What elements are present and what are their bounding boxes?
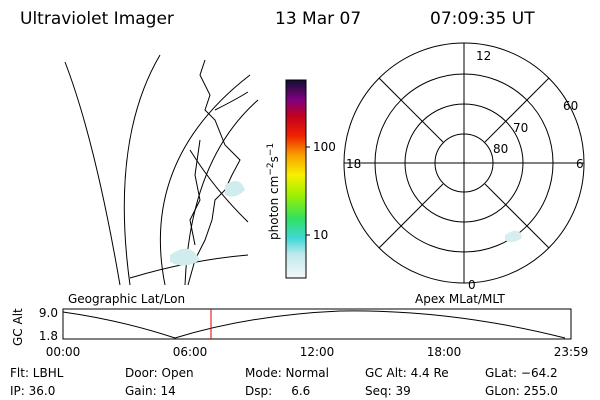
info-field: Dsp: 6.6 [245,384,310,398]
colorbar-label: photon cm−2s−1 [266,143,281,240]
x-label: 18:00 [427,345,462,359]
lat-label: 60 [563,99,578,113]
x-label: 06:00 [173,345,208,359]
lat-label: 70 [513,121,528,135]
colorbar-tick: 10 [313,228,328,242]
map-label: Geographic Lat/Lon [68,292,185,306]
header: Ultraviolet Imager 13 Mar 07 07:09:35 UT [20,9,535,29]
x-label: 12:00 [300,345,335,359]
x-label: 00:00 [46,345,81,359]
mlt-label: 12 [476,49,491,63]
colorbar: 100 10 photon cm−2s−1 [266,79,336,279]
timeline: GC Alt 9.0 1.8 00:00 06:00 12:00 18:00 23:59 [11,306,588,359]
time: 07:09:35 UT [430,9,535,29]
mlt-label: 6 [576,157,584,171]
info-field: Flt: LBHL [10,366,64,380]
date: 13 Mar 07 [275,9,361,29]
info-field: Mode: Normal [245,366,329,380]
polar-plot: 12 6 18 0 60 70 80 Apex MLat/MLT [343,42,585,306]
info-field: Seq: 39 [365,384,411,398]
colorbar-scale [285,79,307,279]
mlt-label: 18 [346,157,361,171]
colorbar-tick: 100 [313,140,336,154]
info-field: GLon: 255.0 [485,384,558,398]
y-label: 1.8 [39,329,58,343]
info-field: Door: Open [125,366,194,380]
axis-label: GC Alt [11,308,25,346]
info-field: IP: 36.0 [10,384,55,398]
y-label: 9.0 [39,306,58,320]
info-field: GLat: −64.2 [485,366,558,380]
lat-label: 80 [493,142,508,156]
mlt-label: 0 [468,278,476,292]
info-field: Gain: 14 [125,384,176,398]
x-label: 23:59 [554,345,589,359]
footer: Flt: LBHL Door: Open Mode: Normal GC Alt: 4… [10,366,558,398]
info-field: GC Alt: 4.4 Re [365,366,449,380]
title: Ultraviolet Imager [20,9,174,29]
polar-label: Apex MLat/MLT [415,292,505,306]
geo-map: Geographic Lat/Lon [64,54,259,306]
